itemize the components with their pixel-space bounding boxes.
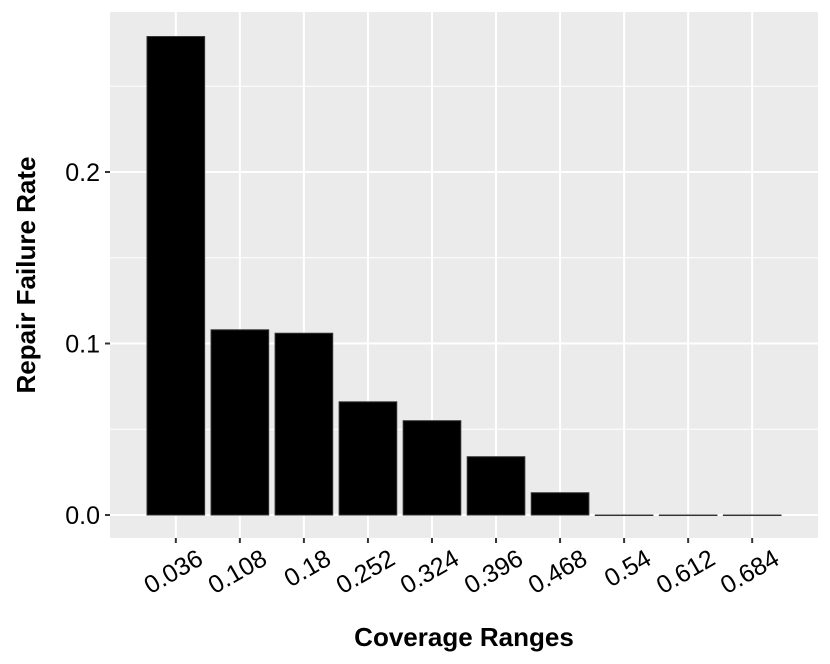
x-tick-label: 0.036 bbox=[139, 544, 207, 600]
y-axis-label: Repair Failure Rate bbox=[11, 157, 41, 394]
bar-0.324 bbox=[402, 420, 462, 516]
x-tick-label: 0.468 bbox=[524, 544, 592, 600]
x-tick-label: 0.612 bbox=[652, 544, 720, 600]
x-tick-label: 0.108 bbox=[203, 544, 271, 600]
bar-0.18 bbox=[274, 332, 334, 516]
bar-0.684 bbox=[722, 514, 782, 517]
x-tick-label: 0.684 bbox=[716, 544, 784, 600]
bars bbox=[146, 36, 782, 517]
bar-0.54 bbox=[594, 514, 654, 517]
y-tick-label: 0.0 bbox=[65, 502, 100, 530]
bar-0.612 bbox=[658, 514, 718, 517]
x-tick-label: 0.18 bbox=[280, 544, 336, 593]
y-tick-label: 0.2 bbox=[65, 159, 100, 187]
x-tick-label: 0.324 bbox=[396, 544, 464, 600]
x-tick-label: 0.396 bbox=[460, 544, 528, 600]
y-tick-label: 0.1 bbox=[65, 331, 100, 359]
x-tick-label: 0.252 bbox=[332, 544, 400, 600]
bar-0.252 bbox=[338, 401, 398, 516]
bar-0.108 bbox=[210, 329, 270, 516]
bar-0.468 bbox=[530, 492, 590, 516]
x-tick-label: 0.54 bbox=[600, 544, 656, 593]
x-axis-label: Coverage Ranges bbox=[354, 622, 574, 652]
bar-0.036 bbox=[146, 36, 206, 516]
bar-0.396 bbox=[466, 456, 526, 516]
